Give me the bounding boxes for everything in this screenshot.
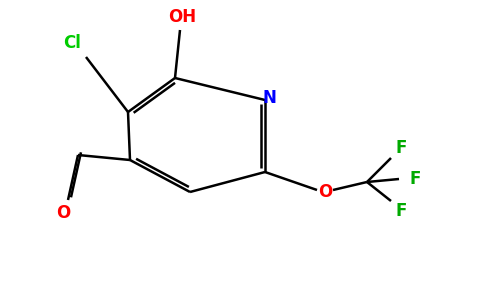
Text: F: F bbox=[409, 170, 421, 188]
Text: F: F bbox=[395, 139, 407, 157]
Text: O: O bbox=[56, 204, 70, 222]
Text: N: N bbox=[262, 89, 276, 107]
Text: O: O bbox=[318, 183, 332, 201]
Text: Cl: Cl bbox=[63, 34, 81, 52]
Text: OH: OH bbox=[168, 8, 196, 26]
Text: F: F bbox=[395, 202, 407, 220]
